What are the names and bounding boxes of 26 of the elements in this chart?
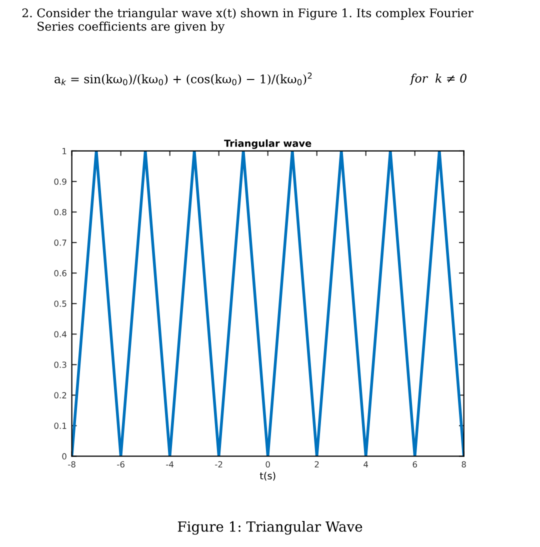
text: for k ≠ 0: [410, 74, 466, 86]
x-axis-title: t(s): [260, 472, 276, 481]
y-tick-label: 0.1: [54, 422, 66, 429]
caption: Figure 1: Triangular Wave: [178, 521, 362, 535]
y-tick-label: 0.8: [54, 209, 66, 216]
y-tick-label: 0: [62, 453, 66, 460]
x-tick-label: 8: [462, 461, 466, 468]
x-tick-label: 6: [412, 461, 417, 468]
y-tick-label: 0.7: [54, 240, 66, 246]
x-tick-label: -6: [117, 461, 124, 468]
text: 2. Consider the triangular wave x(t) shown in Figure 1. Its complex Fourier Series coefficients are given by: [22, 8, 474, 34]
text: a$_{k}$ = sin(kω$_{0}$)/(kω$_{0}$) + (cos(kω$_{0}$) − 1)/(kω$_{0}$)$^{2}$: [54, 72, 312, 86]
x-tick-label: 0: [266, 461, 270, 468]
y-tick-label: 0.3: [54, 362, 66, 368]
y-tick-label: 0.4: [54, 331, 66, 338]
x-tick-label: 2: [314, 461, 319, 468]
x-tick-label: -4: [166, 461, 174, 468]
y-tick-label: 0.2: [54, 392, 66, 398]
y-tick-label: 1: [62, 148, 66, 154]
chart-title: Triangular wave: [224, 139, 312, 149]
x-tick-label: -8: [68, 461, 76, 468]
y-tick-label: 0.9: [54, 178, 66, 185]
y-tick-label: 0.5: [54, 300, 66, 307]
x-tick-label: -2: [215, 461, 222, 468]
x-tick-label: 4: [364, 461, 368, 468]
y-tick-label: 0.6: [54, 270, 66, 276]
